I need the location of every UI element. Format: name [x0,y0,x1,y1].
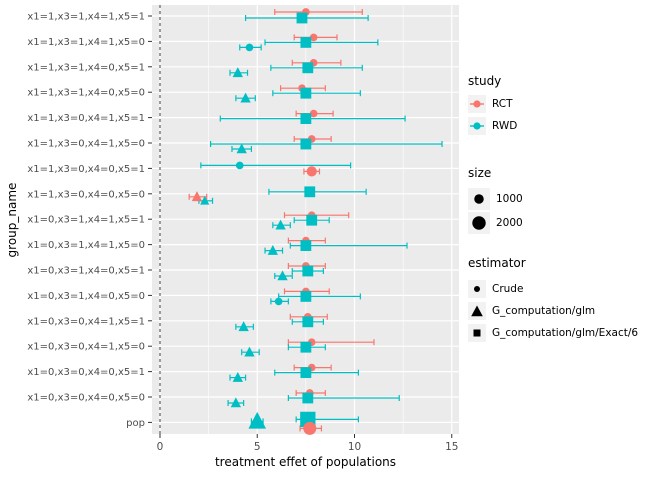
data-point-square [304,186,316,198]
legend-title-size: size [468,166,492,180]
legend-key-glyph [472,216,486,230]
y-category-label: pop [126,418,145,429]
y-category-label: x1=0,x3=1,x4=1,x5=0 [27,240,145,251]
legend-key-glyph [471,305,483,317]
gcomputation-exact-square-icon [468,324,486,342]
y-category-label: x1=0,x3=1,x4=0,x5=1 [27,266,145,277]
y-category-label: x1=1,x3=0,x4=1,x5=0 [27,139,145,150]
y-category-label: x1=1,x3=1,x4=1,x5=1 [27,12,145,23]
y-category-label: x1=0,x3=0,x4=0,x5=1 [27,367,145,378]
legend-item-crude: Crude [468,280,523,298]
data-point-square [302,392,314,404]
y-category-label: x1=1,x3=1,x4=0,x5=1 [27,62,145,73]
data-point-circle [303,421,317,435]
data-point-triangle [200,195,210,205]
legend-label-size-1000: 1000 [496,193,523,205]
data-point-square [302,62,314,74]
y-category-label: x1=1,x3=1,x4=0,x5=0 [27,88,145,99]
data-point-triangle [232,67,243,78]
legend-item-rwd: RWD [468,117,517,135]
data-point-square [300,240,312,252]
x-tick-label: 5 [254,441,261,453]
data-point-circle [245,43,254,52]
data-point-triangle [277,270,288,281]
legend-item-size-2000: 2000 [468,212,523,234]
y-category-label: x1=1,x3=0,x4=0,x5=0 [27,189,145,200]
x-tick-label: 15 [445,441,458,453]
legend-label-rct: RCT [492,98,513,110]
data-point-square [300,290,312,302]
data-point-square [302,265,314,277]
y-category-label: x1=1,x3=0,x4=0,x5=1 [27,164,145,175]
data-point-square [302,316,314,328]
y-category-label: x1=0,x3=0,x4=1,x5=1 [27,316,145,327]
legend-item-rct: RCT [468,95,513,113]
legend-item-gcomputation-exact: G_computation/glm/Exact/6 [468,324,638,342]
data-point-circle [306,166,317,177]
y-category-label: x1=0,x3=1,x4=0,x5=0 [27,291,145,302]
legend-item-gcomputation-glm: G_computation/glm [468,302,595,320]
data-point-triangle [191,191,203,202]
y-category-label: x1=1,x3=0,x4=1,x5=1 [27,113,145,124]
data-point-square [300,341,312,353]
data-point-triangle [240,92,251,103]
y-category-label: x1=1,x3=1,x4=1,x5=0 [27,37,145,48]
gcomputation-triangle-icon [468,302,486,320]
y-category-label: x1=0,x3=1,x4=1,x5=1 [27,215,145,226]
rwd-pointrange-icon [468,117,486,135]
data-point-circle [309,109,318,118]
data-point-square [296,12,308,24]
data-point-circle [309,33,318,42]
legend-title-study: study [468,74,502,88]
data-point-triangle [244,346,255,357]
data-point-circle [274,297,283,306]
size-2000-dot-icon [468,212,490,234]
data-point-circle [235,161,244,170]
rct-pointrange-icon [468,95,486,113]
x-tick-label: 0 [157,441,164,453]
legend-key-glyph [470,100,484,108]
crude-circle-icon [468,280,486,298]
legend-key-glyph [474,286,480,292]
data-point-square [300,138,312,150]
legend-label-gcomputation-exact: G_computation/glm/Exact/6 [492,327,639,339]
y-category-label: x1=0,x3=0,x4=1,x5=0 [27,342,145,353]
size-1000-dot-icon [468,188,490,210]
legend-label-size-2000: 2000 [496,217,523,229]
data-point-triangle [232,371,243,382]
data-point-square [300,113,312,125]
data-point-triangle [248,411,267,429]
data-point-triangle [267,244,278,255]
legend-key-glyph [474,194,484,204]
y-category-label: x1=0,x3=0,x4=0,x5=0 [27,393,145,404]
legend-key-glyph [473,329,481,337]
data-point-triangle [275,219,286,230]
legend-label-rwd: RWD [492,120,518,132]
legend-panel: study RCT RWD size 1000 2000 estimator C… [468,0,672,480]
data-point-triangle [236,143,247,154]
data-point-triangle [230,397,242,408]
legend-item-size-1000: 1000 [468,188,523,210]
data-point-square [300,367,312,379]
x-tick-label: 10 [348,441,361,453]
legend-title-estimator: estimator [468,256,526,270]
data-point-triangle [238,321,249,332]
data-point-square [306,214,318,226]
data-point-square [300,36,312,48]
legend-key-glyph [470,122,484,130]
legend-label-gcomputation-glm: G_computation/glm [492,305,596,317]
y-axis-title: group_name [5,182,19,258]
legend-label-crude: Crude [492,283,524,295]
data-point-square [300,87,312,99]
x-axis-title: treatment effet of populations [214,455,397,469]
